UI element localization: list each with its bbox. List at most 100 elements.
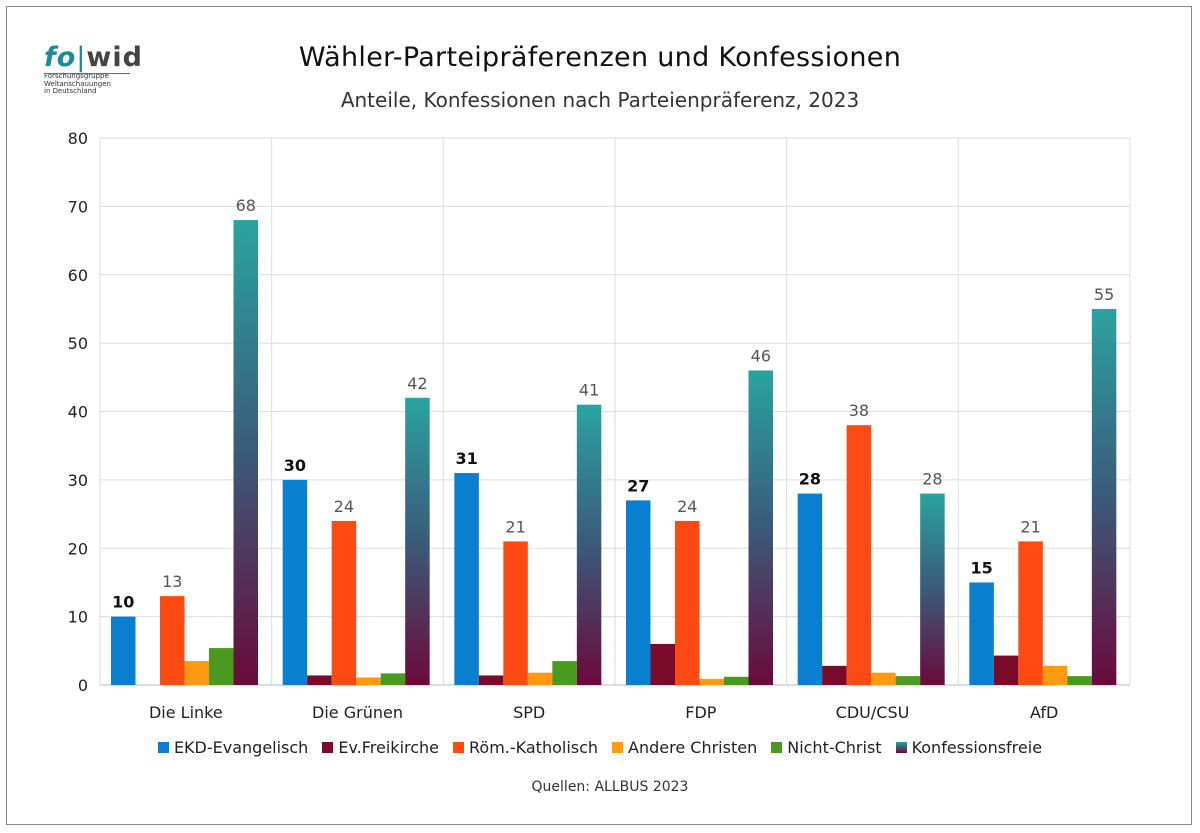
- x-tick-label: Die Grünen: [312, 703, 403, 722]
- bar: [552, 661, 577, 685]
- bar-value-label: 30: [284, 456, 306, 475]
- bar: [503, 541, 528, 685]
- legend-label: EKD-Evangelisch: [173, 738, 309, 757]
- bar: [576, 404, 602, 685]
- legend-item: Ev.Freikirche: [322, 738, 439, 757]
- x-tick-label: CDU/CSU: [836, 703, 910, 722]
- y-tick-label: 40: [68, 403, 88, 422]
- legend-label: Nicht-Christ: [787, 738, 882, 757]
- y-tick-label: 50: [68, 334, 88, 353]
- bar-value-label: 28: [922, 470, 942, 489]
- bar: [797, 493, 823, 685]
- bar: [1018, 541, 1043, 685]
- y-axis: 0 10 20 30 40 50 60 70 80: [68, 129, 1130, 695]
- bar-value-label: 21: [505, 517, 525, 536]
- bar-value-label: 42: [407, 374, 427, 393]
- legend-item: EKD-Evangelisch: [157, 738, 309, 757]
- data-labels: 10 13 68 30 24 42 31 21 41 27 24 46 28 38 28 15 21 55: [112, 196, 1114, 612]
- chart-subtitle: Anteile, Konfessionen nach Parteienpräfe…: [340, 88, 860, 112]
- bar-value-label: 31: [455, 449, 477, 468]
- bar-value-label: 21: [1020, 517, 1040, 536]
- legend-swatch: [612, 742, 624, 753]
- x-tick-label: Die Linke: [149, 703, 223, 722]
- bar-value-label: 27: [627, 476, 649, 495]
- bar: [209, 648, 234, 685]
- legend-label: Konfessionsfreie: [911, 738, 1043, 757]
- bar: [920, 493, 945, 685]
- bar-value-label: 68: [236, 196, 256, 215]
- bar-value-label: 10: [112, 593, 134, 612]
- bar: [307, 675, 332, 685]
- legend-label: Ev.Freikirche: [338, 738, 440, 757]
- bar: [675, 520, 700, 685]
- legend-item: Nicht-Christ: [771, 738, 882, 757]
- legend-swatch: [453, 742, 465, 753]
- bar: [380, 673, 406, 685]
- bar: [405, 397, 430, 685]
- y-tick-label: 70: [68, 197, 88, 216]
- bar: [822, 665, 847, 685]
- y-tick-label: 10: [68, 608, 88, 627]
- fowid-logo: fo|wid Forschungsgruppe Weltanschauungen…: [44, 44, 154, 104]
- bar: [846, 425, 872, 685]
- bar: [111, 616, 136, 685]
- legend-swatch: [157, 742, 169, 753]
- y-tick-label: 0: [78, 676, 88, 695]
- bar-value-label: 55: [1094, 285, 1114, 304]
- bar: [331, 520, 357, 685]
- legend-swatch: [771, 742, 783, 753]
- logo-tagline: Forschungsgruppe Weltanschauungen in Deu…: [44, 72, 111, 95]
- bar: [1042, 665, 1068, 685]
- bar: [993, 655, 1019, 685]
- bar: [895, 676, 921, 685]
- bar-value-label: 24: [677, 497, 697, 516]
- bar: [626, 500, 651, 685]
- legend: EKD-Evangelisch Ev.Freikirche Röm.-Katholi…: [0, 738, 1200, 757]
- grid: [99, 137, 1131, 686]
- bar: [454, 473, 479, 685]
- bar-value-label: 46: [751, 346, 771, 365]
- bar: [1067, 676, 1092, 685]
- y-tick-label: 80: [68, 129, 88, 148]
- bar: [160, 596, 185, 685]
- logo-wordmark: fo|wid: [44, 42, 143, 73]
- y-tick-label: 20: [68, 539, 88, 558]
- bars: [111, 220, 1117, 686]
- bar: [233, 220, 258, 686]
- bar-value-label: 28: [799, 470, 821, 489]
- x-tick-label: FDP: [685, 703, 717, 722]
- y-tick-label: 60: [68, 266, 88, 285]
- legend-label: Andere Christen: [628, 738, 758, 757]
- legend-swatch: [895, 742, 907, 753]
- chart-frame: [6, 6, 1192, 825]
- bar-value-label: 38: [849, 401, 869, 420]
- bar: [282, 479, 308, 685]
- chart-title: Wähler-Parteipräferenzen und Konfessione…: [298, 42, 902, 73]
- bar: [969, 582, 994, 685]
- x-axis: Die Linke Die Grünen SPD FDP CDU/CSU AfD: [149, 703, 1058, 722]
- bar-value-label: 24: [334, 497, 354, 516]
- x-tick-label: AfD: [1030, 703, 1058, 722]
- bar: [871, 672, 896, 685]
- y-tick-label: 30: [68, 471, 88, 490]
- legend-item: Konfessionsfreie: [895, 738, 1043, 757]
- bar: [356, 677, 381, 685]
- bar: [527, 672, 553, 685]
- logo-underline: [44, 73, 130, 74]
- bar-value-label: 41: [579, 381, 599, 400]
- legend-item: Röm.-Katholisch: [453, 738, 598, 757]
- bar-value-label: 13: [162, 572, 182, 591]
- bar: [478, 675, 504, 685]
- bar: [699, 678, 724, 685]
- bar: [748, 370, 773, 685]
- x-tick-label: SPD: [513, 703, 545, 722]
- bar: [1091, 308, 1117, 685]
- bar: [724, 676, 749, 685]
- bar: [184, 661, 209, 685]
- legend-item: Andere Christen: [612, 738, 757, 757]
- legend-swatch: [322, 742, 334, 753]
- bar-value-label: 15: [970, 558, 992, 577]
- source-note: Quellen: ALLBUS 2023: [531, 779, 689, 795]
- legend-label: Röm.-Katholisch: [469, 738, 599, 757]
